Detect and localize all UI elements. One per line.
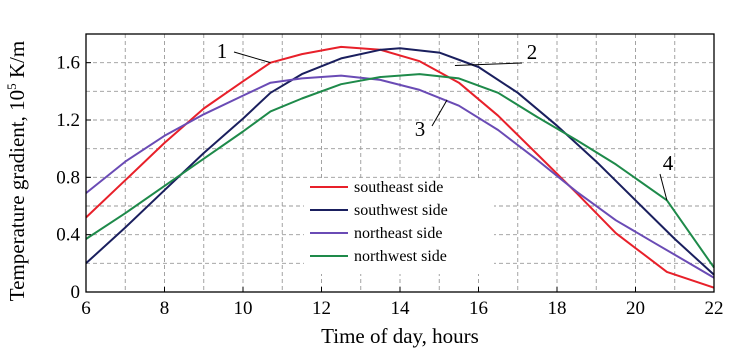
x-tick-label: 14 [391, 298, 411, 319]
x-axis-title: Time of day, hours [321, 324, 479, 348]
curve-label-leader [431, 99, 448, 127]
x-tick-label: 12 [312, 298, 331, 319]
y-axis-title-prefix: Temperature gradient, 10 [5, 90, 29, 301]
y-axis-title: Temperature gradient, 105 K/m [4, 41, 29, 301]
y-axis-title-suffix: K/m [5, 41, 29, 84]
ticks: 6 8 10 12 14 16 18 20 22 0 0.4 0.8 1.2 1.6 [56, 53, 723, 319]
curve-label-leader [659, 173, 668, 201]
legend: southeast side southwest side northeast si… [304, 178, 494, 274]
curve-labels: 1 2 3 4 [217, 39, 674, 201]
curve-label: 3 [415, 117, 426, 141]
y-tick-label: 0.8 [56, 167, 80, 188]
curve-label: 2 [527, 40, 538, 64]
x-tick-label: 20 [626, 298, 645, 319]
y-tick-label: 0 [71, 282, 81, 303]
x-tick-label: 8 [160, 298, 170, 319]
x-tick-label: 10 [234, 298, 253, 319]
y-axis-title-exponent: 5 [4, 83, 19, 90]
curve-label: 4 [663, 151, 674, 175]
y-tick-label: 0.4 [56, 225, 80, 246]
y-tick-label: 1.2 [56, 110, 80, 131]
series-line-northeast-side [85, 74, 715, 279]
curve-label-leader [454, 62, 523, 67]
x-tick-label: 6 [81, 298, 91, 319]
series-line-southwest-side [85, 47, 715, 276]
legend-label: southwest side [354, 202, 448, 219]
legend-label: northeast side [354, 225, 442, 242]
curve-label-leader [233, 51, 271, 64]
series-lines [85, 45, 715, 289]
legend-box [304, 178, 494, 274]
series-line-northwest-side [85, 73, 715, 269]
x-tick-label: 22 [705, 298, 724, 319]
curve-label: 1 [217, 39, 228, 63]
x-tick-label: 16 [469, 298, 488, 319]
legend-label: southeast side [354, 179, 443, 196]
legend-label: northwest side [354, 248, 447, 265]
y-tick-label: 1.6 [56, 53, 80, 74]
x-tick-label: 18 [548, 298, 567, 319]
